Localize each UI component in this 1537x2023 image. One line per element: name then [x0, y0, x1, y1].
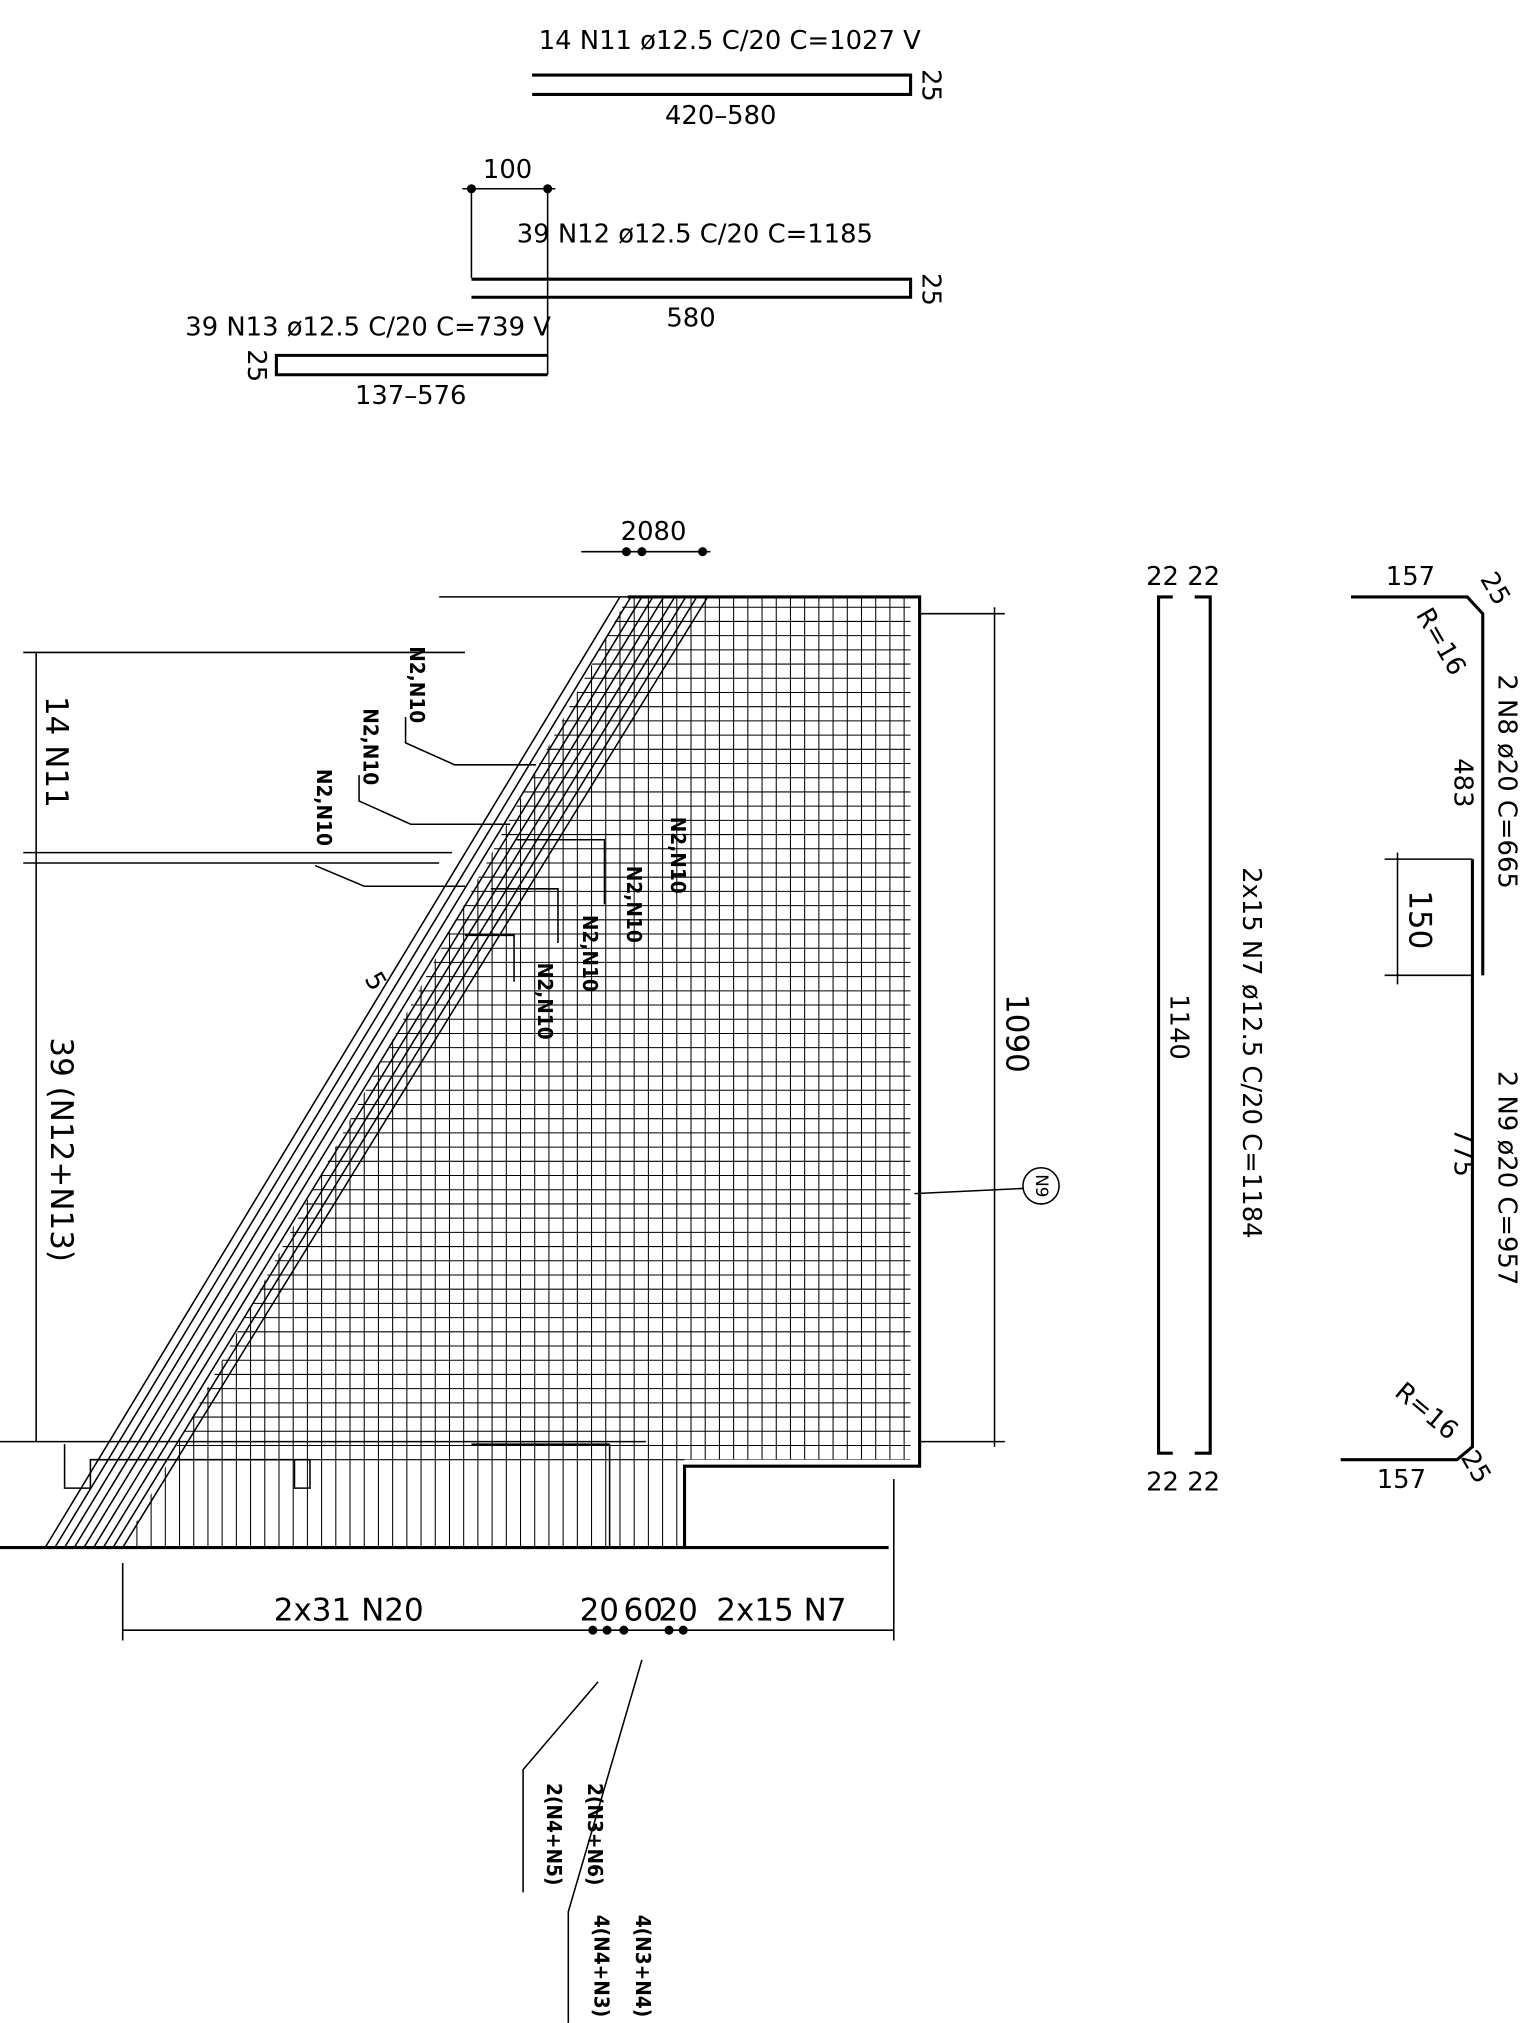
- leader: [464, 934, 515, 982]
- dim-dot: [588, 1625, 598, 1635]
- leader-label: 4(N3+N4): [631, 1915, 655, 2017]
- label: 39 N13 ø12.5 C/20 C=739 V: [185, 313, 551, 343]
- leader-label: 2(N4+N5): [542, 1783, 566, 1885]
- label: 483: [1448, 758, 1478, 807]
- dim-dot: [602, 1625, 612, 1635]
- bar-n7: [1157, 595, 1173, 1455]
- inclined-bars: [44, 596, 709, 1548]
- label: 39 N12 ø12.5 C/20 C=1185: [517, 220, 873, 250]
- bar-n11: [532, 73, 913, 97]
- dim-dot: [619, 1625, 629, 1635]
- label: 2x31 N20: [274, 1593, 424, 1629]
- leader: [914, 1187, 1023, 1195]
- dim-dot: [543, 184, 553, 194]
- label: 60: [623, 1593, 662, 1629]
- label: 14 N11: [38, 696, 74, 808]
- label: 25: [915, 69, 945, 102]
- label: 25: [915, 273, 945, 306]
- dim-dot: [466, 184, 476, 194]
- tag: N9: [1032, 1174, 1052, 1197]
- callout: N2,N10: [358, 708, 382, 785]
- label: 100: [483, 155, 532, 185]
- bar-n7: [1194, 595, 1212, 1455]
- label: 137–576: [355, 381, 467, 411]
- dim-dot: [678, 1625, 688, 1635]
- dim-dot: [698, 547, 708, 557]
- rebar-line: [54, 596, 632, 1548]
- label: 775: [1448, 1128, 1478, 1177]
- callout: N2,N10: [666, 817, 690, 894]
- leader: [522, 1681, 599, 1893]
- label: 2x15 N7 ø12.5 C/20 C=1184: [1236, 867, 1266, 1239]
- label: 1090: [999, 994, 1035, 1073]
- dim-dot: [664, 1625, 674, 1635]
- dim-dot: [637, 547, 647, 557]
- label: R=16: [1389, 1377, 1464, 1447]
- callout: N2,N10: [312, 769, 336, 846]
- tag-circle: [1022, 1167, 1060, 1205]
- label: 157: [1386, 562, 1435, 592]
- bar-n8: [1351, 595, 1485, 976]
- label: 157: [1377, 1465, 1426, 1495]
- leader: [314, 864, 465, 887]
- rebar-line: [73, 596, 654, 1548]
- rebar-line: [83, 596, 665, 1548]
- label: 14 N11 ø12.5 C/20 C=1027 V: [539, 26, 921, 56]
- leader-label: 4(N4+N3): [590, 1915, 614, 2017]
- label: 2080: [621, 517, 687, 547]
- label: 2 N8 ø20 C=665: [1492, 674, 1522, 888]
- label: 39 (N12+N13): [43, 1037, 79, 1262]
- bar-n13: [274, 353, 548, 377]
- rebar-line: [112, 596, 698, 1548]
- leader: [404, 717, 537, 766]
- leader: [358, 775, 511, 825]
- leader: [516, 838, 606, 905]
- callout: N2,N10: [578, 915, 602, 992]
- leader: [567, 1659, 643, 2023]
- bar-n12: [471, 277, 913, 299]
- label: 150: [1402, 890, 1438, 949]
- callout: N2,N10: [533, 963, 557, 1040]
- rebar-line: [92, 596, 676, 1548]
- cap-outline: [63, 1444, 311, 1489]
- label: 25: [1454, 1445, 1496, 1488]
- label: 25: [241, 349, 271, 382]
- callout: N2,N10: [405, 646, 429, 723]
- callout: N2,N10: [622, 866, 646, 943]
- bar-n9: [1340, 859, 1474, 1462]
- label: 5: [358, 967, 392, 996]
- rebar-line: [44, 596, 621, 1548]
- label: 20: [658, 1593, 697, 1629]
- rebar-line: [63, 596, 643, 1548]
- linework: [0, 73, 1485, 2023]
- label: R=16: [1409, 603, 1471, 681]
- label: 580: [666, 304, 715, 334]
- rebar-line: [122, 596, 709, 1548]
- label: 20: [580, 1593, 619, 1629]
- label: 1140: [1163, 994, 1193, 1060]
- label: 22 22: [1146, 562, 1220, 592]
- leader: [490, 888, 559, 944]
- label: 420–580: [665, 101, 777, 131]
- label: 22 22: [1146, 1467, 1220, 1497]
- dim-dot: [621, 547, 631, 557]
- label: 2x15 N7: [716, 1593, 846, 1629]
- leader-label: 2(N3+N6): [583, 1783, 607, 1885]
- label: 25: [1474, 567, 1516, 610]
- label: 2 N9 ø20 C=957: [1492, 1071, 1522, 1285]
- rebar-line: [102, 596, 687, 1548]
